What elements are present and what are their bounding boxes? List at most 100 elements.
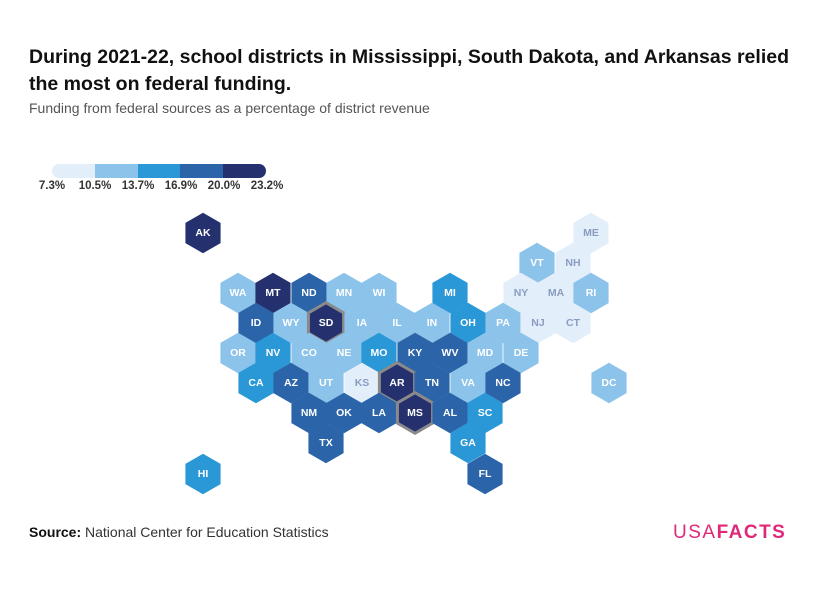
state-hex-shape <box>326 272 362 314</box>
state-label: WY <box>283 317 300 329</box>
state-label: CT <box>566 317 581 329</box>
state-label: GA <box>460 437 476 449</box>
state-hex-shape <box>467 332 503 374</box>
state-hex-shape <box>485 362 521 404</box>
state-hex-ct: CT <box>555 302 591 344</box>
state-hex-va: VA <box>450 362 486 404</box>
state-hex-vt: VT <box>519 242 555 284</box>
state-hex-or: OR <box>220 332 256 374</box>
state-hex-shape <box>414 302 450 344</box>
logo-facts: FACTS <box>716 522 787 543</box>
state-hex-ks: KS <box>344 362 380 404</box>
state-label: DC <box>601 377 617 389</box>
state-hex-shape <box>308 422 344 464</box>
state-hex-nj: NJ <box>520 302 556 344</box>
state-hex-shape <box>450 362 486 404</box>
state-label: NC <box>495 377 511 389</box>
state-hex-ga: GA <box>450 422 486 464</box>
state-label: MA <box>548 287 565 299</box>
state-label: NY <box>514 287 529 299</box>
state-hex-shape <box>555 302 591 344</box>
state-hex-shape <box>467 392 503 434</box>
state-hex-shape <box>450 302 486 344</box>
state-hex-tx: TX <box>308 422 344 464</box>
state-hex-ok: OK <box>326 392 362 434</box>
state-hex-al: AL <box>432 392 468 434</box>
legend-label-3: 13.7% <box>121 180 155 192</box>
state-hex-shape <box>519 242 555 284</box>
state-hex-shape <box>573 212 609 254</box>
state-hex-shape <box>414 362 450 404</box>
legend-swatch-4 <box>180 164 224 178</box>
state-hex-dc: DC <box>591 362 627 404</box>
state-hex-oh: OH <box>450 302 486 344</box>
state-label: WV <box>442 347 459 359</box>
state-hex-shape <box>220 332 256 374</box>
state-hex-shape <box>220 272 256 314</box>
legend-swatch-1 <box>52 164 95 178</box>
state-label: CA <box>248 377 264 389</box>
legend-label-2: 10.5% <box>78 180 112 192</box>
state-hex-de: DE <box>503 332 539 374</box>
state-hex-shape <box>291 332 327 374</box>
state-hex-hi: HI <box>185 453 221 495</box>
state-label: IA <box>357 317 368 329</box>
state-hex-shape <box>344 362 380 404</box>
source-note: Source: National Center for Education St… <box>29 524 329 540</box>
state-hex-shape <box>344 302 380 344</box>
state-label: IN <box>427 317 438 329</box>
state-label: HI <box>198 468 209 480</box>
state-label: SD <box>319 317 334 329</box>
state-hex-ri: RI <box>573 272 609 314</box>
state-label: DE <box>514 347 529 359</box>
state-hex-il: IL <box>379 302 415 344</box>
state-label: LA <box>372 407 386 419</box>
state-label: AR <box>389 377 405 389</box>
state-label: FL <box>479 468 492 480</box>
state-label: UT <box>319 377 334 389</box>
state-hex-shape <box>573 272 609 314</box>
chart-subtitle: Funding from federal sources as a percen… <box>29 100 430 116</box>
state-hex-shape <box>555 242 591 284</box>
state-label: MT <box>265 287 281 299</box>
state-hex-shape <box>361 392 397 434</box>
state-hex-shape <box>326 392 362 434</box>
state-hex-in: IN <box>414 302 450 344</box>
state-hex-nd: ND <box>291 272 327 314</box>
state-hex-wv: WV <box>432 332 468 374</box>
state-hex-shape <box>273 362 309 404</box>
state-hex-shape <box>467 453 503 495</box>
state-hex-id: ID <box>238 302 274 344</box>
state-hex-tn: TN <box>414 362 450 404</box>
usafacts-logo: USAFACTS <box>673 522 786 544</box>
state-label: NM <box>301 407 318 419</box>
state-hex-nh: NH <box>555 242 591 284</box>
state-label: MN <box>336 287 352 299</box>
state-label: NV <box>266 347 281 359</box>
state-hex-shape <box>255 332 291 374</box>
state-hex-shape <box>361 332 397 374</box>
state-hex-wy: WY <box>273 302 309 344</box>
state-label: CO <box>301 347 317 359</box>
legend-color-bar <box>52 164 266 178</box>
state-hex-shape <box>503 272 539 314</box>
state-hex-shape <box>185 453 221 495</box>
state-hex-shape <box>361 272 397 314</box>
state-label: MI <box>444 287 456 299</box>
state-hex-az: AZ <box>273 362 309 404</box>
state-hex-shape <box>432 392 468 434</box>
legend-swatch-3 <box>137 164 181 178</box>
state-hex-la: LA <box>361 392 397 434</box>
state-hex-shape <box>326 332 362 374</box>
state-label: PA <box>496 317 510 329</box>
state-hex-shape <box>291 272 327 314</box>
state-hex-mn: MN <box>326 272 362 314</box>
state-hex-shape <box>379 302 415 344</box>
state-hex-shape <box>238 302 274 344</box>
state-hex-shape <box>238 362 274 404</box>
state-label: RI <box>586 287 597 299</box>
state-hex-ca: CA <box>238 362 274 404</box>
state-label: ID <box>251 317 262 329</box>
source-label: Source: <box>29 524 82 540</box>
state-label: VA <box>461 377 475 389</box>
